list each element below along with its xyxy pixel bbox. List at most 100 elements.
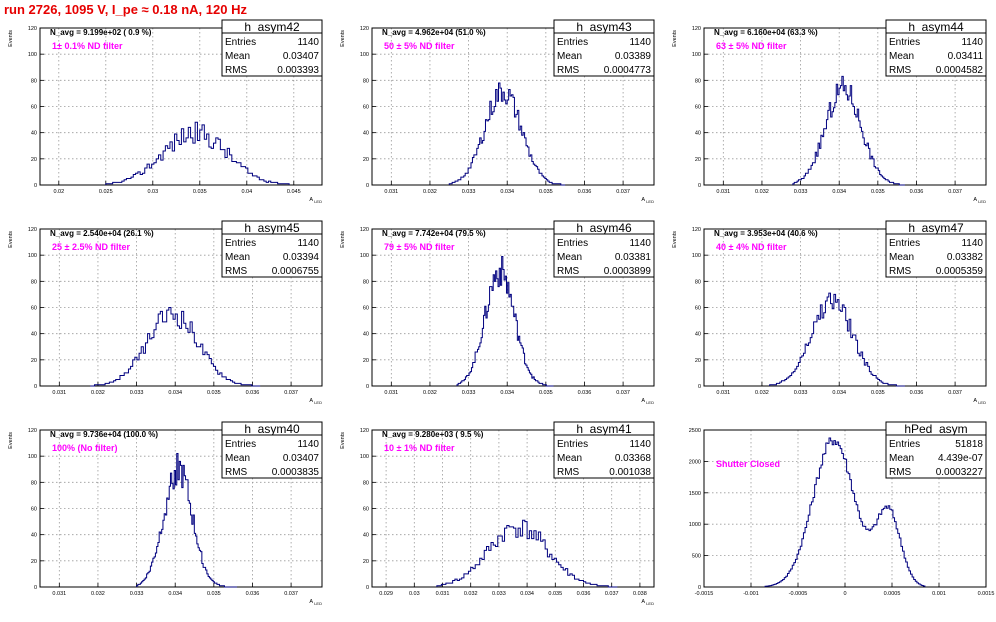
x-tick-label: 0.037 — [284, 591, 298, 597]
y-tick-label: 100 — [360, 253, 369, 259]
histogram-name: h_asym46 — [576, 221, 632, 235]
y-tick-label: 100 — [28, 253, 37, 259]
x-tick-label: 0.033 — [130, 390, 144, 396]
filter-label: 63 ± 5% ND filter — [716, 41, 787, 51]
y-axis-title: Events — [340, 432, 346, 449]
y-tick-label: 120 — [28, 26, 37, 32]
x-tick-label: 0.033 — [462, 189, 476, 195]
x-tick-label: 0 — [843, 591, 846, 597]
x-tick-label: 0.045 — [287, 189, 301, 195]
mean-value: 0.03411 — [948, 51, 984, 62]
x-tick-label: 0.04 — [241, 189, 252, 195]
mean-label: Mean — [225, 453, 250, 464]
navg-label: N_avg = 3.953e+04 (40.6 %) — [714, 229, 818, 238]
y-tick-label: 20 — [695, 157, 701, 163]
histogram-pad-h-asym45: 0.031 0.032 0.033 0.034 0.035 0.036 0.037 0 20 40… — [0, 219, 332, 420]
entries-label: Entries — [557, 37, 588, 48]
entries-value: 1140 — [297, 37, 319, 48]
y-tick-label: 60 — [31, 105, 37, 111]
y-tick-label: 80 — [31, 480, 37, 486]
x-axis-title: A LED — [973, 398, 986, 405]
y-tick-label: 60 — [363, 105, 369, 111]
y-tick-label: 2000 — [689, 459, 701, 465]
y-axis-title: Events — [8, 231, 14, 248]
rms-value: 0.0004773 — [604, 65, 652, 76]
mean-label: Mean — [889, 51, 914, 62]
y-tick-label: 120 — [28, 428, 37, 434]
stats-box — [885, 220, 987, 278]
rms-value: 0.003393 — [277, 65, 319, 76]
entries-value: 1140 — [297, 439, 319, 450]
histogram-line — [105, 121, 290, 185]
histogram-svg-h-asym45: 0.031 0.032 0.033 0.034 0.035 0.036 0.037 0 20 40… — [8, 220, 323, 405]
x-tick-label: 0.035 — [548, 591, 562, 597]
histogram-svg-h-asym43: 0.031 0.032 0.033 0.034 0.035 0.036 0.037 0 20 40… — [340, 19, 655, 204]
x-tick-label: 0.035 — [207, 591, 221, 597]
x-tick-label: 0.035 — [207, 390, 221, 396]
filter-label: 100% (No filter) — [52, 443, 118, 453]
x-tick-label: 0.02 — [53, 189, 64, 195]
entries-value: 51818 — [955, 439, 983, 450]
x-tick-label: 0.0015 — [978, 591, 995, 597]
mean-label: Mean — [225, 252, 250, 263]
y-tick-label: 80 — [695, 279, 701, 285]
y-tick-label: 20 — [363, 157, 369, 163]
y-tick-label: 80 — [363, 279, 369, 285]
histogram-svg-hped-asym: -0.0015 -0.001 -0.0005 0 0.0005 0.001 0.0015 0 5… — [689, 421, 995, 597]
x-tick-label: 0.034 — [520, 591, 534, 597]
histogram-name: h_asym43 — [576, 20, 632, 34]
x-tick-label: 0.033 — [794, 390, 808, 396]
navg-label: N_avg = 9.736e+04 (100.0 %) — [50, 430, 158, 439]
y-axis-title: Events — [8, 30, 14, 47]
y-tick-label: 500 — [692, 554, 701, 560]
x-tick-label: 0.032 — [464, 591, 478, 597]
x-tick-label: 0.033 — [130, 591, 144, 597]
navg-label: N_avg = 7.742e+04 (79.5 %) — [382, 229, 486, 238]
rms-label: RMS — [889, 467, 912, 478]
rms-value: 0.0004582 — [936, 65, 984, 76]
filter-label: 50 ± 5% ND filter — [384, 41, 455, 51]
y-axis-title: Events — [672, 231, 678, 248]
entries-value: 1140 — [629, 439, 651, 450]
filter-label: 10 ± 1% ND filter — [384, 443, 455, 453]
x-axis-title: A LED — [641, 398, 654, 405]
entries-label: Entries — [889, 238, 920, 249]
mean-label: Mean — [557, 252, 582, 263]
histogram-line — [436, 519, 618, 588]
rms-label: RMS — [889, 65, 912, 76]
y-tick-label: 80 — [695, 78, 701, 84]
mean-value: 0.03389 — [615, 51, 652, 62]
rms-label: RMS — [557, 65, 580, 76]
histogram-line — [90, 307, 261, 387]
rms-value: 0.0003835 — [272, 467, 320, 478]
x-tick-label: 0.038 — [633, 591, 647, 597]
x-tick-label: 0.035 — [871, 189, 885, 195]
mean-value: 4.439e-07 — [938, 453, 983, 464]
y-tick-label: 40 — [31, 131, 37, 137]
x-tick-label: -0.0005 — [789, 591, 808, 597]
x-tick-label: 0.025 — [99, 189, 113, 195]
y-tick-label: 60 — [31, 306, 37, 312]
navg-label: N_avg = 9.199e+02 ( 0.9 %) — [50, 28, 152, 37]
histogram-line — [448, 82, 566, 186]
histogram-name: h_asym47 — [908, 221, 964, 235]
y-tick-label: 20 — [363, 559, 369, 565]
y-tick-label: 0 — [698, 585, 701, 591]
y-tick-label: 80 — [31, 78, 37, 84]
x-tick-label: 0.001 — [932, 591, 946, 597]
y-tick-label: 0 — [698, 384, 701, 390]
x-tick-label: 0.034 — [500, 390, 514, 396]
y-tick-label: 120 — [360, 428, 369, 434]
x-tick-label: 0.034 — [500, 189, 514, 195]
x-tick-label: 0.036 — [578, 390, 592, 396]
y-axis-title: Events — [340, 231, 346, 248]
entries-value: 1140 — [629, 238, 651, 249]
x-tick-label: 0.033 — [492, 591, 506, 597]
rms-label: RMS — [557, 467, 580, 478]
y-tick-label: 0 — [698, 183, 701, 189]
x-tick-label: 0.037 — [605, 591, 619, 597]
x-tick-label: 0.031 — [52, 390, 66, 396]
rms-label: RMS — [557, 266, 580, 277]
y-tick-label: 20 — [695, 358, 701, 364]
y-tick-label: 120 — [360, 227, 369, 233]
